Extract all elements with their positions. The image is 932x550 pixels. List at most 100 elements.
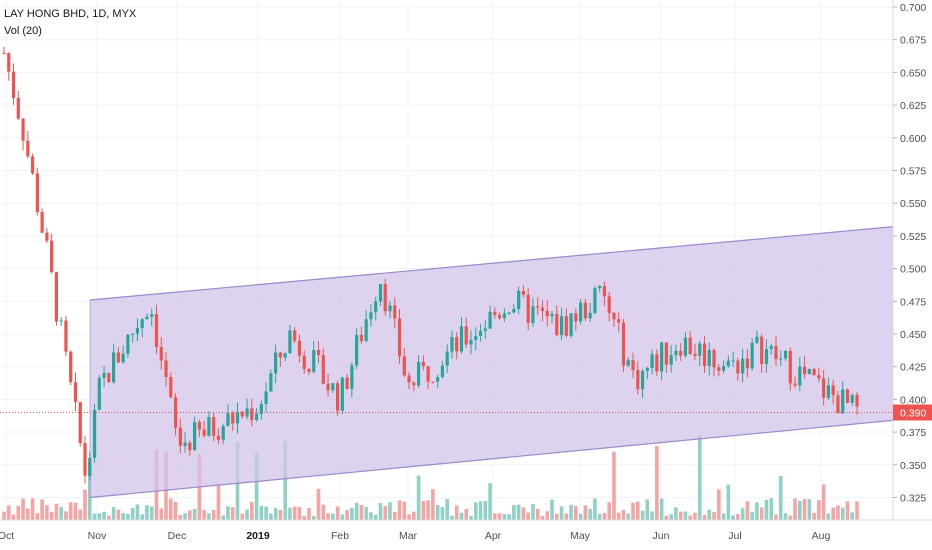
- volume-bar: [497, 513, 502, 520]
- volume-bar: [802, 498, 807, 520]
- candle: [555, 305, 559, 337]
- candle: [259, 400, 263, 420]
- candle: [445, 344, 449, 373]
- candle: [488, 305, 492, 330]
- volume-bar: [721, 513, 726, 520]
- candle: [636, 361, 640, 395]
- volume-bar: [812, 512, 816, 520]
- candle: [302, 350, 306, 374]
- volume-bar: [664, 515, 669, 520]
- candle: [664, 342, 668, 373]
- volume-bar: [588, 508, 592, 520]
- candle: [731, 351, 735, 368]
- candle: [154, 304, 159, 355]
- candle: [159, 336, 163, 370]
- volume-bar: [621, 509, 626, 520]
- candle: [822, 369, 826, 406]
- volume-bar: [855, 501, 859, 520]
- volume-bar: [426, 500, 430, 520]
- volume-bar: [49, 511, 54, 520]
- volume-bar: [45, 505, 49, 520]
- candle: [660, 342, 664, 381]
- candle: [226, 404, 230, 427]
- candle: [116, 347, 120, 363]
- volume-bar: [826, 513, 831, 520]
- candle: [78, 401, 82, 447]
- x-tick-label: Jun: [653, 530, 670, 542]
- candle: [760, 333, 764, 374]
- candle: [145, 313, 149, 320]
- volume-bar: [807, 499, 812, 520]
- volume-bar: [407, 514, 411, 520]
- candle: [469, 330, 473, 355]
- candle: [779, 350, 783, 366]
- volume-bar: [521, 507, 526, 520]
- candle: [388, 300, 392, 319]
- candle: [769, 343, 773, 355]
- volume-bar: [478, 501, 483, 520]
- volume-bar: [731, 515, 735, 520]
- volume-bar: [311, 515, 316, 520]
- volume-bar: [149, 506, 154, 520]
- volume-bar: [535, 508, 540, 520]
- volume-bar: [488, 483, 492, 520]
- candle: [2, 46, 6, 55]
- candle: [493, 307, 497, 319]
- candle: [788, 347, 792, 391]
- candle: [102, 366, 106, 387]
- volume-bar: [354, 502, 359, 520]
- volume-bar: [540, 515, 545, 520]
- candle: [707, 342, 711, 376]
- candle: [526, 288, 530, 330]
- candle: [350, 362, 354, 398]
- candle: [626, 357, 630, 368]
- x-tick-label: Nov: [88, 530, 107, 542]
- candle: [674, 344, 678, 361]
- candle: [521, 285, 526, 298]
- volume-bar: [107, 515, 111, 520]
- candle: [307, 368, 311, 376]
- y-tick-label: 0.600: [900, 133, 926, 145]
- candle: [550, 311, 554, 324]
- volume-bar: [726, 484, 731, 520]
- candle: [221, 423, 225, 444]
- volume-bar: [397, 500, 402, 520]
- volume-bar: [73, 502, 78, 520]
- candle: [16, 90, 20, 121]
- candle: [640, 369, 645, 399]
- volume-bar: [626, 513, 631, 520]
- candle: [40, 208, 44, 234]
- y-tick-label: 0.375: [900, 427, 926, 439]
- candle: [197, 419, 201, 438]
- volume-bar: [674, 507, 678, 520]
- candle: [235, 402, 240, 434]
- candle: [650, 349, 654, 375]
- candle: [478, 323, 483, 342]
- volume-bar: [135, 504, 140, 520]
- volume-bar: [817, 500, 821, 520]
- candle: [807, 368, 811, 375]
- volume-bar: [678, 511, 683, 520]
- candle: [278, 351, 282, 367]
- candle: [421, 355, 425, 371]
- candle: [836, 390, 840, 414]
- volume-indicator-label[interactable]: Vol (20): [4, 25, 42, 37]
- volume-bar: [793, 498, 797, 520]
- candle: [274, 344, 278, 384]
- candle: [140, 318, 144, 338]
- symbol-title[interactable]: LAY HONG BHD, 1D, MYX: [4, 8, 137, 20]
- candle: [464, 318, 468, 349]
- candle: [121, 345, 125, 364]
- volume-bar: [116, 509, 121, 520]
- volume-bar: [769, 498, 774, 520]
- candle: [11, 63, 16, 105]
- volume-bar: [616, 512, 621, 520]
- volume-bar: [269, 513, 273, 520]
- volume-bar: [607, 502, 612, 520]
- volume-bar: [140, 514, 144, 520]
- candle: [69, 350, 73, 385]
- candle: [721, 360, 726, 374]
- volume-bar: [774, 514, 778, 520]
- candle: [617, 312, 621, 333]
